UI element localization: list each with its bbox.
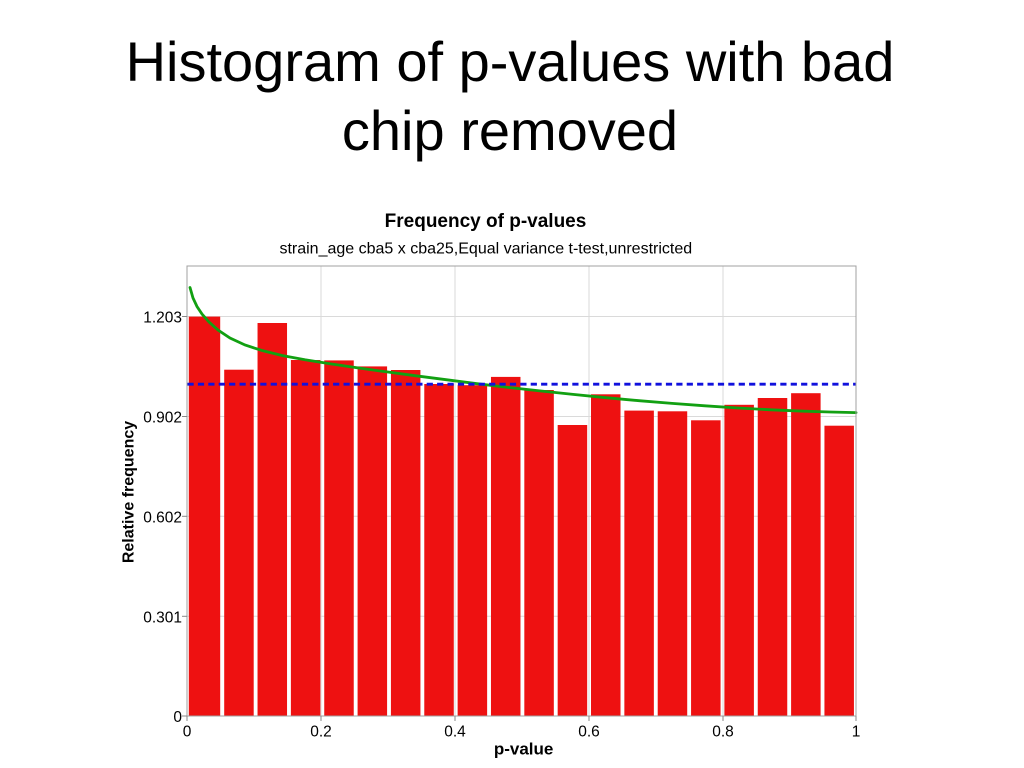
svg-text:1: 1: [852, 723, 861, 740]
svg-text:0.902: 0.902: [143, 410, 182, 427]
svg-text:1.203: 1.203: [143, 310, 182, 327]
svg-text:Relative frequency: Relative frequency: [121, 421, 138, 563]
svg-text:Frequency of p-values: Frequency of p-values: [385, 211, 587, 232]
svg-text:strain_age cba5 x cba25,Equal: strain_age cba5 x cba25,Equal variance t…: [279, 240, 692, 257]
svg-text:0: 0: [183, 723, 192, 740]
svg-text:0.2: 0.2: [310, 723, 332, 740]
svg-text:0.602: 0.602: [143, 509, 182, 526]
svg-text:0.4: 0.4: [444, 723, 466, 740]
svg-text:p-value: p-value: [494, 740, 554, 759]
svg-text:0.301: 0.301: [143, 609, 182, 626]
svg-text:0.8: 0.8: [712, 723, 734, 740]
svg-text:0: 0: [173, 709, 182, 726]
svg-text:0.6: 0.6: [578, 723, 600, 740]
